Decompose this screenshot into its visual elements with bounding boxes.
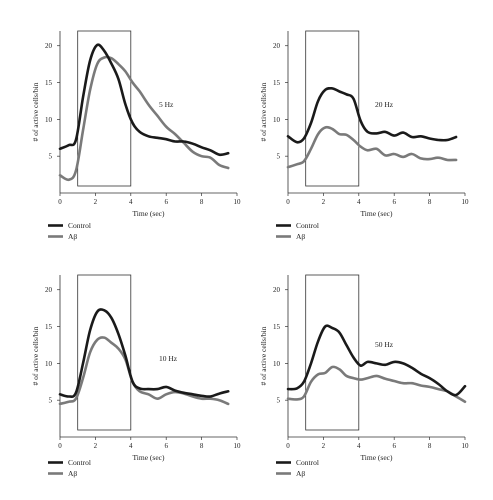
x-tick-label: 0 — [58, 198, 62, 206]
legend-label: Aβ — [296, 232, 305, 241]
x-tick-label: 2 — [322, 442, 326, 450]
series-line-control — [286, 324, 467, 397]
series-line-abeta — [286, 365, 467, 403]
x-tick-label: 8 — [200, 198, 204, 206]
y-tick-label: 10 — [273, 360, 281, 368]
y-tick-label: 15 — [45, 79, 53, 87]
x-tick-label: 10 — [462, 198, 470, 206]
x-tick-label: 2 — [94, 442, 98, 450]
y-tick-label: 5 — [277, 153, 281, 161]
y-axis-label: # of active cells/bin — [31, 326, 40, 385]
frequency-annotation: 10 Hz — [159, 354, 178, 363]
frequency-annotation: 50 Hz — [375, 340, 394, 349]
frequency-annotation: 20 Hz — [375, 100, 394, 109]
x-axis-label: Time (sec) — [132, 453, 165, 462]
y-tick-label: 20 — [273, 42, 281, 50]
x-tick-label: 0 — [58, 442, 62, 450]
chart-panel-3: 0 2 4 6 8 10 5 10 15 20 Time (sec) # of active cell… — [31, 274, 242, 478]
x-tick-label: 0 — [286, 198, 290, 206]
x-tick-label: 4 — [129, 198, 133, 206]
stimulus-window-box — [305, 30, 360, 187]
stimulus-window-box — [77, 274, 132, 431]
legend-label: Aβ — [68, 469, 77, 478]
x-tick-label: 10 — [462, 442, 470, 450]
x-tick-label: 10 — [234, 198, 242, 206]
y-tick-label: 10 — [273, 116, 281, 124]
legend-label: Aβ — [296, 469, 305, 478]
x-tick-label: 2 — [322, 198, 326, 206]
x-tick-label: 6 — [392, 198, 396, 206]
legend-label: Aβ — [68, 232, 77, 241]
x-tick-label: 6 — [392, 442, 396, 450]
y-tick-label: 5 — [49, 153, 53, 161]
x-tick-label: 6 — [164, 442, 168, 450]
x-axis-label: Time (sec) — [360, 209, 393, 218]
x-tick-label: 4 — [357, 198, 361, 206]
x-tick-label: 8 — [200, 442, 204, 450]
y-axis-label: # of active cells/bin — [31, 82, 40, 141]
x-axis-label: Time (sec) — [132, 209, 165, 218]
chart-panel-2: 0 2 4 6 8 10 5 10 15 20 Time (sec) # of active cell… — [259, 30, 470, 241]
legend-label: Control — [68, 221, 91, 230]
stimulus-window-box — [77, 30, 132, 187]
y-tick-label: 20 — [273, 286, 281, 294]
series-line-control — [58, 43, 230, 157]
y-tick-label: 15 — [273, 79, 281, 87]
y-tick-label: 15 — [45, 323, 53, 331]
x-tick-label: 4 — [129, 442, 133, 450]
series-line-control — [286, 86, 458, 144]
legend-label: Control — [68, 458, 91, 467]
frequency-annotation: 5 Hz — [159, 100, 174, 109]
legend-label: Control — [296, 458, 319, 467]
series-line-abeta — [58, 55, 230, 182]
x-tick-label: 2 — [94, 198, 98, 206]
x-tick-label: 8 — [428, 198, 432, 206]
legend-label: Control — [296, 221, 319, 230]
series-line-control — [58, 308, 230, 398]
x-tick-label: 8 — [428, 442, 432, 450]
y-tick-label: 10 — [45, 116, 53, 124]
y-tick-label: 15 — [273, 323, 281, 331]
x-tick-label: 4 — [357, 442, 361, 450]
x-axis-label: Time (sec) — [360, 453, 393, 462]
y-tick-label: 5 — [49, 397, 53, 405]
y-axis-label: # of active cells/bin — [259, 326, 268, 385]
y-tick-label: 20 — [45, 286, 53, 294]
x-tick-label: 6 — [164, 198, 168, 206]
x-tick-label: 10 — [234, 442, 242, 450]
chart-panel-4: 0 2 4 6 8 10 5 10 15 20 Time (sec) # of active cell… — [259, 274, 470, 478]
series-line-abeta — [286, 125, 458, 169]
x-tick-label: 0 — [286, 442, 290, 450]
stimulus-window-box — [305, 274, 360, 431]
y-axis-label: # of active cells/bin — [259, 82, 268, 141]
y-tick-label: 20 — [45, 42, 53, 50]
y-tick-label: 5 — [277, 397, 281, 405]
y-tick-label: 10 — [45, 360, 53, 368]
chart-panel-1: 0 2 4 6 8 10 5 10 15 20 Time (sec) # of active cell… — [31, 30, 242, 241]
